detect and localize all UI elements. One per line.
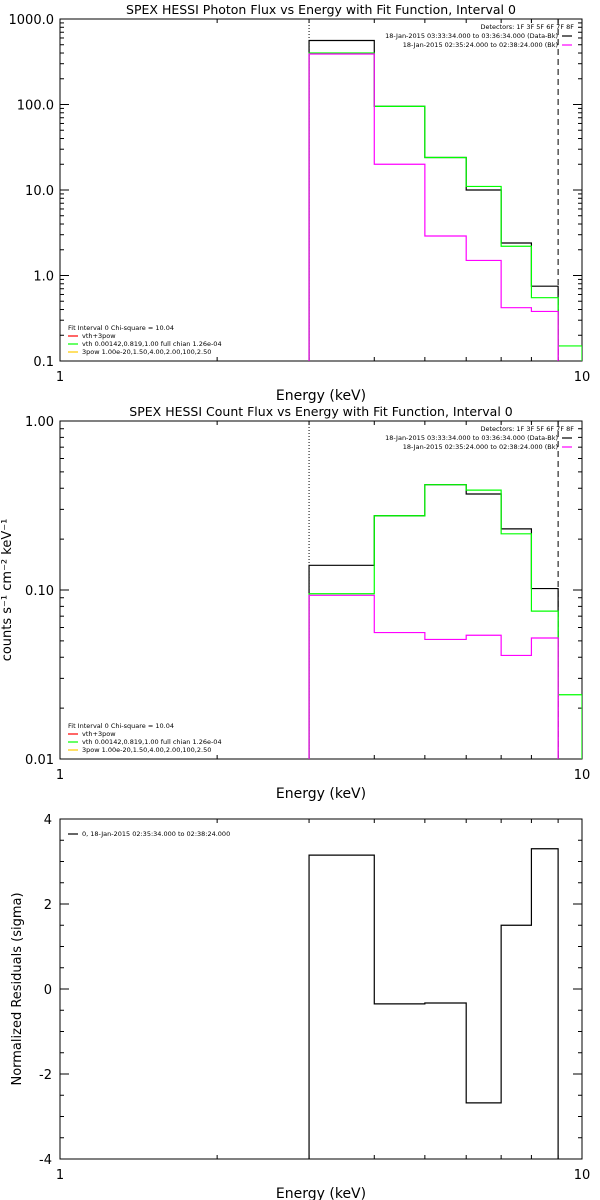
x-tick-label: 1 (56, 370, 64, 385)
residuals-panel: 1 10 -4 -2 0 2 4 Energy (keV) Normalized Residua… (10, 813, 590, 1200)
series-0-step-line (308, 39, 559, 361)
legend-left-entry: 3pow 1.00e-20,1.50,4.00,2.00,100,2.50 (82, 348, 211, 356)
legend-left-entry: 0, 18-Jan-2015 02:35:34.000 to 02:38:24.… (82, 830, 230, 838)
y-tick-label: 0 (44, 983, 52, 998)
y-tick-label: 0.1 (33, 355, 54, 370)
data-marks (308, 848, 559, 1159)
legend-left-entry: Fit Interval 0 Chi-square = 10.04 (68, 324, 174, 332)
y-axis-label: counts s⁻¹ cm⁻² keV⁻¹ (0, 519, 15, 662)
data-marks (308, 484, 582, 759)
legend-left-entry: vth+3pow (82, 332, 116, 340)
legend-left-entry: vth+3pow (82, 730, 116, 738)
x-tick-label: 1 (56, 768, 64, 783)
x-axis-label: Energy (keV) (276, 388, 366, 404)
series-0-step-line (308, 848, 559, 1159)
y-tick-label: 1.00 (25, 415, 54, 430)
plot-frame (59, 420, 583, 760)
chart-title: SPEX HESSI Count Flux vs Energy with Fit… (129, 404, 512, 419)
photon-flux-panel: 1 10 0.1 1.0 10.0 100.0 1000.0 SPEX HESSI Photo… (9, 2, 591, 404)
y-tick-label: 0.10 (25, 584, 54, 599)
y-tick-label: 10.0 (25, 184, 54, 199)
x-tick-label: 10 (574, 370, 591, 385)
x-tick-label: 10 (574, 1168, 591, 1183)
x-tick-label: 10 (574, 768, 591, 783)
y-tick-label: 100.0 (17, 99, 54, 114)
y-tick-label: 1000.0 (9, 13, 55, 28)
legend-right-entry: 18-Jan-2015 03:33:34.000 to 03:36:34.000… (385, 434, 558, 442)
series-1-step-line (308, 52, 582, 361)
legend-right-entry: 18-Jan-2015 02:35:24.000 to 02:38:24.000… (403, 41, 558, 49)
y-axis-label: Normalized Residuals (sigma) (10, 892, 25, 1085)
y-tick-label: 4 (44, 813, 52, 828)
chart-title: SPEX HESSI Photon Flux vs Energy with Fi… (126, 2, 516, 17)
detectors-label: Detectors: 1F 3F 5F 6F 7F 8F (480, 425, 574, 433)
legend-left-entry: 3pow 1.00e-20,1.50,4.00,2.00,100,2.50 (82, 746, 211, 754)
y-tick-label: -2 (39, 1068, 52, 1083)
legend-right-entry: 18-Jan-2015 03:33:34.000 to 03:36:34.000… (385, 32, 558, 40)
x-axis-label: Energy (keV) (276, 786, 366, 802)
detectors-label: Detectors: 1F 3F 5F 6F 7F 8F (480, 23, 574, 31)
plot-frame (59, 18, 583, 362)
x-axis-label: Energy (keV) (276, 1186, 366, 1200)
series-0-step-line (308, 484, 559, 759)
series-2-step-line (308, 594, 559, 759)
count-flux-panel: 1 10 0.01 0.10 1.00 SPEX HESSI Count Flux vs … (0, 404, 590, 802)
x-tick-label: 1 (56, 1168, 64, 1183)
legend-left-entry: vth 0.00142,0.819,1.00 full chian 1.26e-… (82, 340, 222, 348)
plot-frame (59, 818, 583, 1160)
legend-left-entry: vth 0.00142,0.819,1.00 full chian 1.26e-… (82, 738, 222, 746)
legend-left-entry: Fit Interval 0 Chi-square = 10.04 (68, 722, 174, 730)
y-tick-label: 1.0 (33, 270, 54, 285)
series-2-step-line (308, 53, 559, 361)
y-tick-label: 2 (44, 898, 52, 913)
y-tick-label: 0.01 (25, 753, 54, 768)
data-marks (308, 39, 582, 361)
legend-right-entry: 18-Jan-2015 02:35:24.000 to 02:38:24.000… (403, 443, 558, 451)
y-tick-label: -4 (39, 1153, 52, 1168)
series-1-step-line (308, 484, 582, 759)
